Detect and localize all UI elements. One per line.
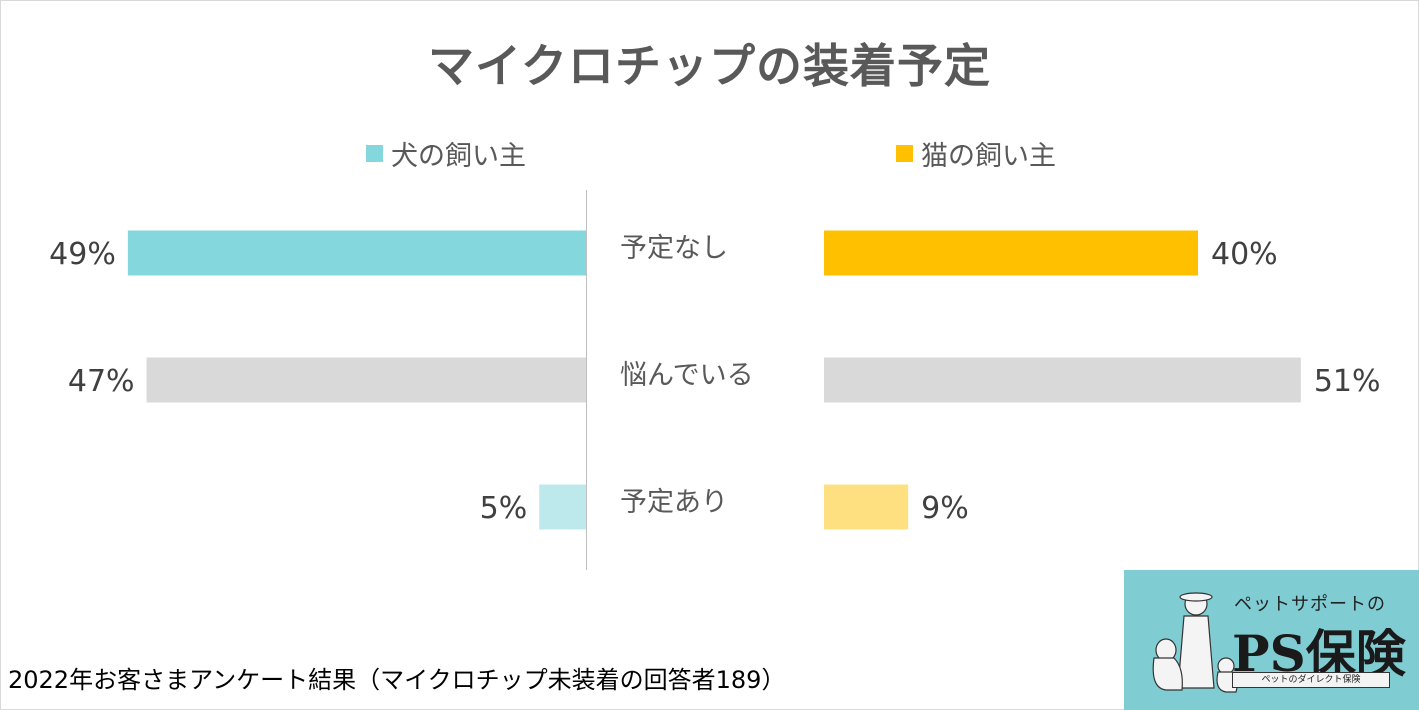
data-label-dog-1: 47%: [68, 364, 135, 399]
center-axis-line: [586, 190, 587, 570]
data-label-dog-0: 49%: [49, 237, 116, 272]
legend-dog-swatch: [366, 144, 383, 162]
data-label-dog-2: 5%: [480, 491, 528, 526]
data-label-cat-0: 40%: [1211, 237, 1278, 272]
category-label-0: 予定なし: [620, 233, 728, 264]
bar-dog-0: [127, 230, 586, 276]
bar-dog-2: [539, 484, 586, 530]
data-label-cat-1: 51%: [1314, 364, 1381, 399]
category-label-1: 悩んでいる: [620, 360, 754, 391]
chart-title: マイクロチップの装着予定: [427, 39, 992, 93]
logo-tagline: ペットのダイレクト保険: [1232, 672, 1390, 688]
legend-cat-swatch: [896, 144, 913, 162]
logo-subtitle: ペットサポートの: [1234, 594, 1386, 615]
data-label-cat-2: 9%: [921, 491, 969, 526]
survey-footnote: 2022年お客さまアンケート結果（マイクロチップ未装着の回答者189）: [8, 666, 786, 694]
category-label-2: 予定あり: [620, 487, 728, 518]
bar-dog-1: [146, 357, 587, 403]
legend-cat: 猫の飼い主: [896, 136, 1056, 172]
pets-illustration-icon: [1152, 592, 1238, 693]
ps-insurance-logo: ペットサポートの PS保険 ペットのダイレクト保険: [1124, 570, 1419, 710]
bar-cat-2: [824, 484, 909, 530]
bar-cat-0: [824, 230, 1198, 276]
legend-dog: 犬の飼い主: [366, 136, 526, 172]
bar-cat-1: [824, 357, 1301, 403]
legend-cat-label: 猫の飼い主: [921, 140, 1056, 172]
legend-dog-label: 犬の飼い主: [391, 140, 526, 172]
